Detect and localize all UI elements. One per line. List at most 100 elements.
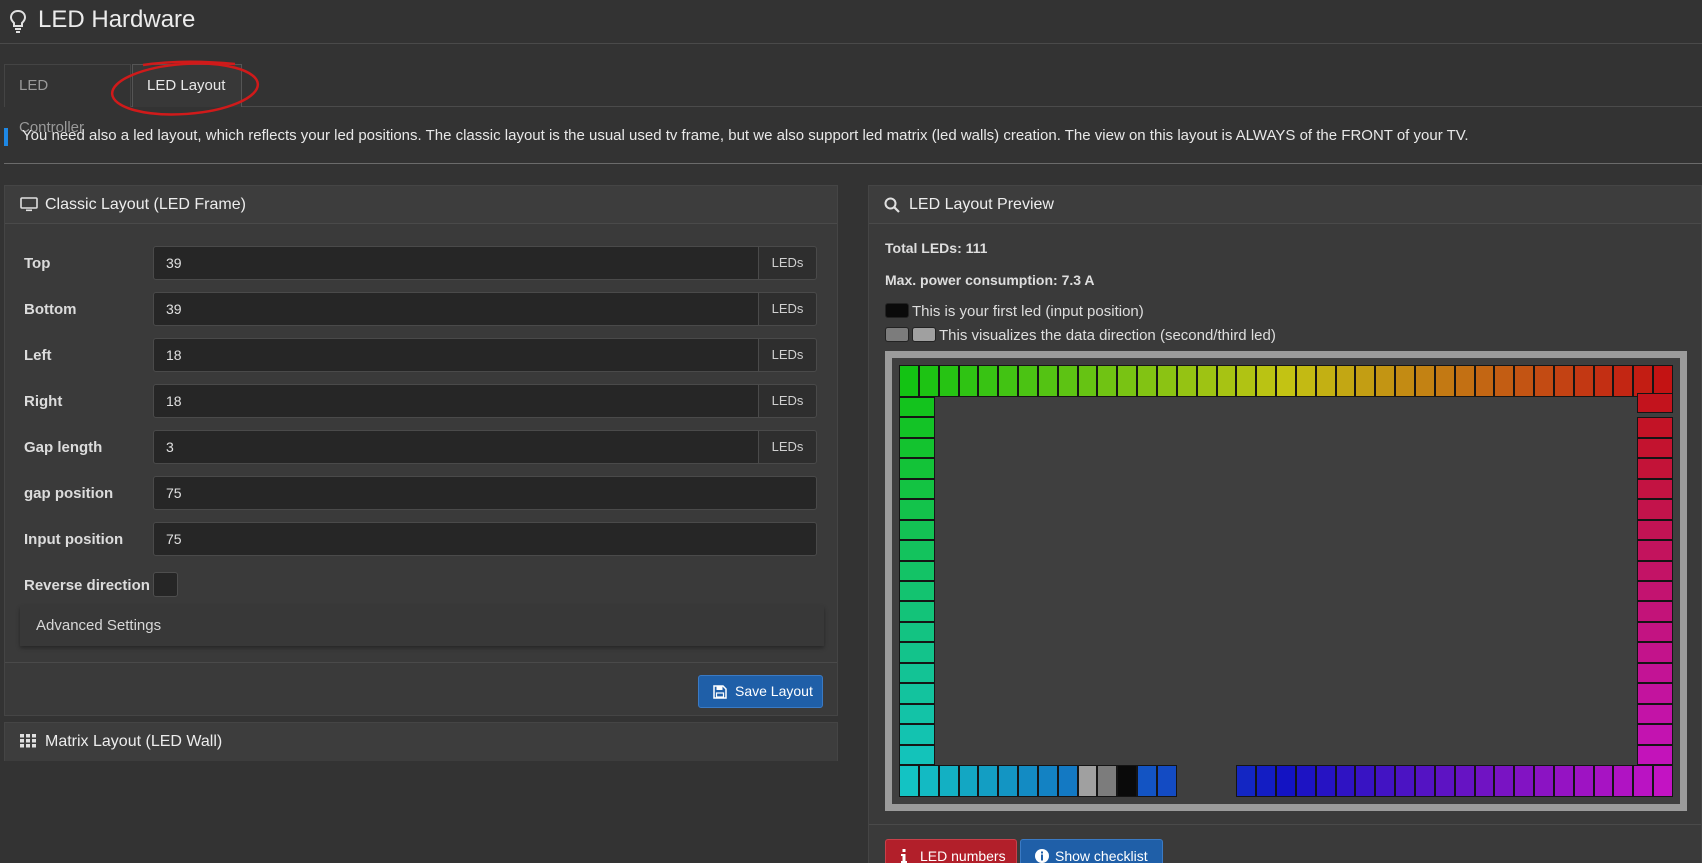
led-right <box>1637 437 1673 459</box>
grid-icon <box>20 734 36 748</box>
led-bottom <box>1355 765 1376 797</box>
led-right <box>1637 662 1673 684</box>
show-checklist-label: Show checklist <box>1055 848 1148 863</box>
led-layout-preview-card: LED Layout Preview Total LEDs: 111 Max. … <box>868 185 1702 863</box>
save-layout-button[interactable]: Save Layout <box>698 675 823 708</box>
led-right <box>1637 703 1673 725</box>
led-bottom <box>1514 765 1535 797</box>
led-left <box>899 621 935 643</box>
field-label: Gap length <box>24 439 103 456</box>
advanced-settings-toggle[interactable]: Advanced Settings <box>20 606 824 646</box>
led-top <box>1196 365 1217 397</box>
top-leds-input[interactable]: 39 <box>153 246 759 280</box>
floppy-disk-icon <box>713 685 727 699</box>
led-top <box>918 365 939 397</box>
classic-layout-header: Classic Layout (LED Frame) <box>5 186 837 224</box>
led-right <box>1637 519 1673 541</box>
led-left <box>899 458 935 479</box>
led-right <box>1637 744 1673 765</box>
led-right <box>1637 642 1673 663</box>
matrix-layout-header[interactable]: Matrix Layout (LED Wall) <box>5 723 837 761</box>
matrix-layout-card[interactable]: Matrix Layout (LED Wall) <box>4 722 838 761</box>
input-position-input[interactable]: 75 <box>153 522 817 556</box>
led-bottom <box>1295 765 1316 797</box>
led-top <box>1057 365 1078 397</box>
led-bottom <box>1434 765 1455 797</box>
led-top <box>958 365 979 397</box>
led-top <box>1117 365 1138 397</box>
led-bottom <box>1454 765 1475 797</box>
led-top <box>1613 365 1634 397</box>
tab-led-layout[interactable]: LED Layout <box>132 64 242 107</box>
led-top <box>1216 365 1237 397</box>
led-top <box>1276 365 1296 397</box>
led-bottom <box>1415 765 1435 797</box>
unit-addon: LEDs <box>758 246 817 280</box>
led-left <box>899 581 935 602</box>
search-icon <box>884 197 900 213</box>
left-leds-input[interactable]: 18 <box>153 338 759 372</box>
legend-direction-text: This visualizes the data direction (seco… <box>939 327 1276 344</box>
led-bottom <box>1335 765 1356 797</box>
led-top <box>1474 365 1495 397</box>
unit-addon: LEDs <box>758 292 817 326</box>
show-checklist-button[interactable]: Show checklist <box>1020 839 1163 863</box>
field-label: Right <box>24 393 63 410</box>
field-bottom: Bottom 39 LEDs <box>5 292 839 328</box>
led-top <box>1137 365 1157 397</box>
layout-tabs: LED Controller LED Layout <box>4 64 1702 136</box>
led-bottom <box>1633 765 1654 797</box>
unit-addon: LEDs <box>758 430 817 464</box>
legend-direction: This visualizes the data direction (seco… <box>885 327 1276 345</box>
lightbulb-icon <box>9 9 27 33</box>
save-layout-label: Save Layout <box>735 683 813 699</box>
led-bottom <box>1077 765 1098 797</box>
classic-layout-title: Classic Layout (LED Frame) <box>45 196 246 213</box>
led-top <box>1454 365 1475 397</box>
led-bottom <box>938 765 959 797</box>
led-right <box>1637 683 1673 704</box>
led-left <box>899 397 935 418</box>
legend-first-led: This is your first led (input position) <box>885 303 1144 321</box>
led-left <box>899 724 935 745</box>
second-led-swatch <box>885 327 909 342</box>
led-bottom <box>958 765 979 797</box>
unit-addon: LEDs <box>758 384 817 418</box>
led-top <box>1077 365 1098 397</box>
third-led-swatch <box>912 327 936 342</box>
info-callout: You need also a led layout, which reflec… <box>4 126 1702 164</box>
led-bottom <box>1534 765 1554 797</box>
led-bottom <box>1097 765 1118 797</box>
led-bottom <box>1018 765 1038 797</box>
reverse-direction-checkbox[interactable] <box>153 572 178 597</box>
field-label: Input position <box>24 531 124 548</box>
matrix-layout-title: Matrix Layout (LED Wall) <box>45 733 223 750</box>
led-right <box>1637 560 1673 581</box>
led-bottom <box>1256 765 1277 797</box>
field-reverse-direction: Reverse direction <box>5 568 839 604</box>
tab-led-controller[interactable]: LED Controller <box>4 64 131 136</box>
gap-length-input[interactable]: 3 <box>153 430 759 464</box>
led-top <box>1375 365 1396 397</box>
led-bottom <box>1375 765 1396 797</box>
led-numbers-button[interactable]: LED numbers <box>885 839 1017 863</box>
preview-title: LED Layout Preview <box>909 196 1054 213</box>
led-bottom <box>1236 765 1257 797</box>
gap-position-input[interactable]: 75 <box>153 476 817 510</box>
led-bottom <box>1276 765 1296 797</box>
led-numbers-label: LED numbers <box>920 848 1006 863</box>
field-top: Top 39 LEDs <box>5 246 839 282</box>
led-left <box>899 703 935 725</box>
field-left: Left 18 LEDs <box>5 338 839 374</box>
led-right <box>1637 601 1673 622</box>
led-left <box>899 499 935 520</box>
right-leds-input[interactable]: 18 <box>153 384 759 418</box>
bottom-leds-input[interactable]: 39 <box>153 292 759 326</box>
led-bottom <box>1613 765 1634 797</box>
led-top <box>1494 365 1515 397</box>
preview-header: LED Layout Preview <box>869 186 1701 224</box>
field-gap-length: Gap length 3 LEDs <box>5 430 839 466</box>
field-label: Left <box>24 347 52 364</box>
led-top <box>1534 365 1554 397</box>
field-label: Reverse direction <box>24 577 150 594</box>
